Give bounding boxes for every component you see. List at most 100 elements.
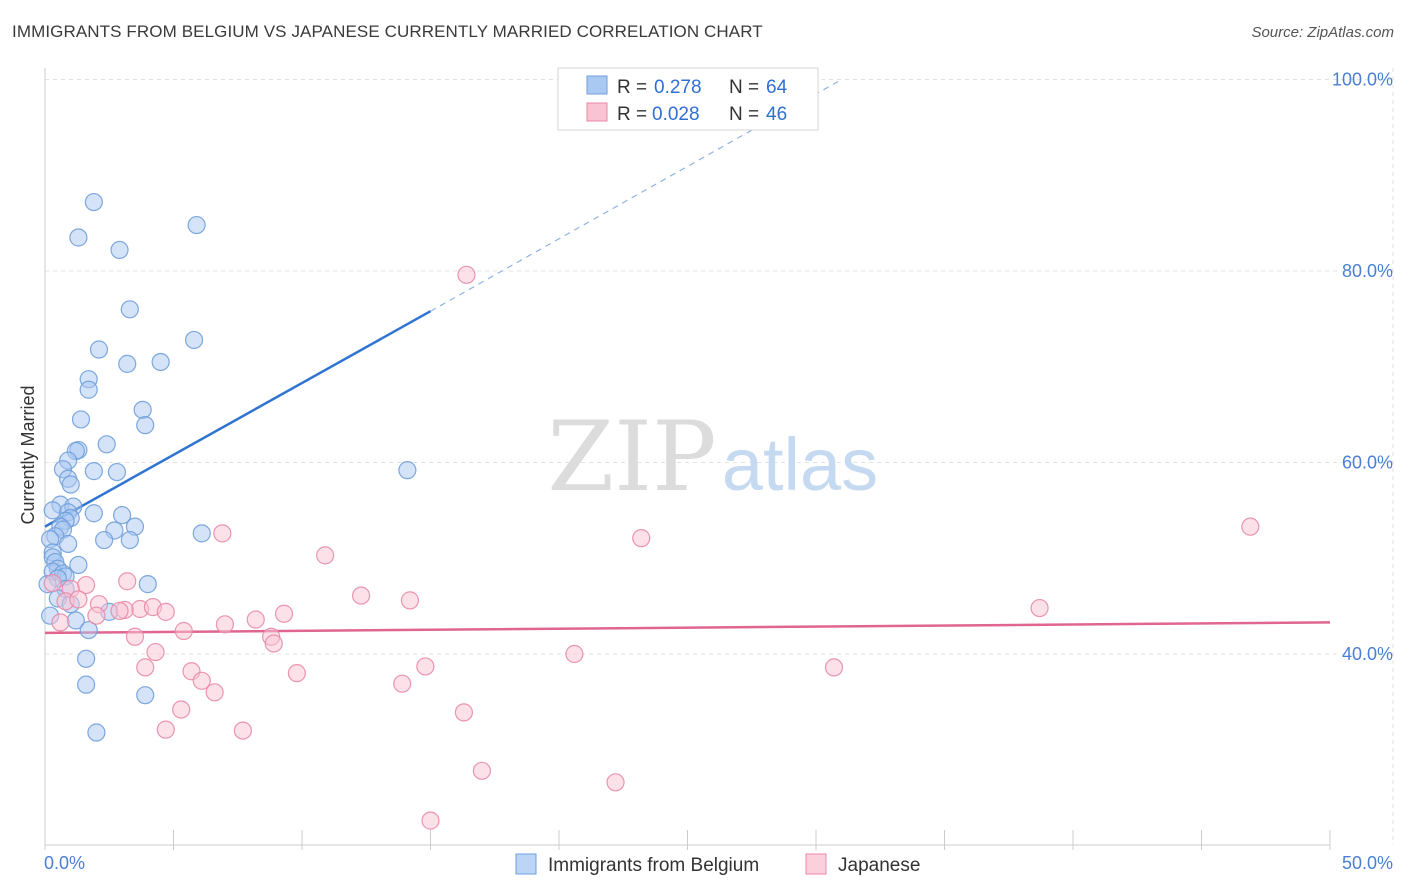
data-point-japanese bbox=[1241, 517, 1260, 536]
data-point-japanese bbox=[110, 601, 129, 621]
data-point-belgium bbox=[184, 330, 204, 350]
data-point-japanese bbox=[43, 574, 62, 593]
data-point-japanese bbox=[632, 529, 651, 548]
data-point-japanese bbox=[174, 621, 193, 641]
data-point-belgium bbox=[112, 506, 132, 525]
data-point-belgium bbox=[107, 462, 127, 482]
data-point-belgium bbox=[187, 215, 206, 235]
data-point-japanese bbox=[316, 546, 335, 565]
data-point-japanese bbox=[69, 590, 88, 609]
series-legend: Immigrants from Belgium Japanese bbox=[515, 853, 920, 876]
data-point-belgium bbox=[77, 675, 96, 694]
legend-swatch-belgium bbox=[515, 853, 537, 875]
data-point-belgium bbox=[118, 354, 137, 373]
legend-r-value-japanese: 0.028 bbox=[652, 104, 700, 125]
data-point-japanese bbox=[606, 773, 625, 792]
data-point-japanese bbox=[457, 265, 476, 284]
data-point-japanese bbox=[156, 602, 175, 621]
grid-lines bbox=[45, 68, 1394, 845]
data-point-japanese bbox=[125, 627, 145, 646]
data-point-belgium bbox=[77, 649, 96, 668]
data-point-belgium bbox=[120, 530, 139, 550]
y-axis-title: Currently Married bbox=[18, 385, 38, 524]
correlation-legend: R = 0.278 N = 64 R = 0.028 N = 46 bbox=[557, 67, 819, 131]
chart-title: IMMIGRANTS FROM BELGIUM VS JAPANESE CURR… bbox=[12, 22, 763, 41]
source-label: Source: ZipAtlas.com bbox=[1251, 24, 1394, 41]
legend-n-value-belgium: 64 bbox=[766, 77, 788, 98]
y-tick-label: 60.0% bbox=[1342, 453, 1393, 473]
legend-n-label: N = bbox=[729, 77, 759, 98]
data-point-japanese bbox=[205, 683, 224, 702]
data-point-japanese bbox=[213, 524, 232, 543]
data-points bbox=[38, 192, 1260, 830]
trend-line-japanese bbox=[44, 621, 1331, 635]
data-point-japanese bbox=[233, 721, 252, 740]
data-point-japanese bbox=[416, 657, 435, 676]
watermark: ZIP atlas bbox=[547, 401, 878, 513]
data-point-japanese bbox=[215, 615, 234, 634]
data-point-japanese bbox=[118, 572, 137, 591]
data-point-belgium bbox=[69, 228, 88, 247]
data-point-japanese bbox=[287, 664, 306, 683]
y-tick-label: 100.0% bbox=[1332, 70, 1393, 90]
legend-r-label: R = bbox=[617, 104, 647, 125]
data-point-belgium bbox=[69, 555, 88, 575]
legend-n-label: N = bbox=[729, 104, 759, 125]
data-point-japanese bbox=[156, 720, 175, 739]
data-point-japanese bbox=[274, 604, 294, 623]
watermark-zip: ZIP bbox=[547, 401, 716, 513]
legend-n-value-japanese: 46 bbox=[766, 104, 787, 125]
data-point-belgium bbox=[95, 530, 114, 550]
data-point-belgium bbox=[89, 340, 109, 359]
data-point-belgium bbox=[84, 462, 103, 481]
trend-line-belgium-extension bbox=[430, 78, 842, 312]
data-point-japanese bbox=[246, 610, 265, 629]
data-point-belgium bbox=[192, 524, 211, 543]
legend-label-belgium: Immigrants from Belgium bbox=[548, 855, 759, 876]
data-point-japanese bbox=[352, 586, 371, 605]
watermark-atlas: atlas bbox=[722, 423, 878, 506]
legend-swatch-japanese bbox=[805, 853, 827, 875]
data-point-belgium bbox=[136, 686, 155, 705]
data-point-japanese bbox=[264, 634, 283, 653]
x-tick-label: 0.0% bbox=[44, 853, 85, 873]
data-point-japanese bbox=[136, 658, 155, 677]
data-point-belgium bbox=[59, 534, 78, 553]
data-point-japanese bbox=[393, 674, 412, 693]
data-point-japanese bbox=[421, 811, 440, 830]
legend-swatch-japanese bbox=[586, 102, 608, 122]
data-point-japanese bbox=[565, 644, 584, 664]
data-point-japanese bbox=[472, 761, 491, 780]
data-point-japanese bbox=[454, 703, 474, 722]
y-tick-label: 80.0% bbox=[1342, 261, 1393, 281]
data-point-belgium bbox=[61, 475, 80, 494]
legend-r-label: R = bbox=[617, 77, 647, 98]
data-point-belgium bbox=[138, 575, 157, 594]
data-point-belgium bbox=[110, 240, 129, 260]
data-point-belgium bbox=[84, 192, 103, 212]
data-point-japanese bbox=[192, 671, 211, 690]
data-point-japanese bbox=[87, 606, 106, 625]
data-point-belgium bbox=[84, 504, 103, 523]
data-point-belgium bbox=[71, 410, 91, 429]
data-point-belgium bbox=[79, 380, 98, 399]
data-point-belgium bbox=[398, 461, 417, 480]
legend-r-value-belgium: 0.278 bbox=[654, 77, 702, 98]
data-point-belgium bbox=[97, 435, 116, 454]
data-point-belgium bbox=[151, 352, 170, 372]
data-point-japanese bbox=[1030, 598, 1049, 618]
trend-line-belgium bbox=[44, 310, 432, 528]
trend-lines bbox=[44, 78, 1331, 635]
data-point-belgium bbox=[87, 723, 106, 742]
data-point-belgium bbox=[79, 620, 98, 640]
legend-label-japanese: Japanese bbox=[838, 855, 920, 876]
data-point-japanese bbox=[172, 700, 191, 719]
tick-labels: 40.0% 60.0% 80.0% 100.0% 0.0% 50.0% bbox=[44, 70, 1393, 874]
y-tick-label: 40.0% bbox=[1342, 644, 1393, 664]
data-point-japanese bbox=[146, 642, 165, 662]
data-point-japanese bbox=[824, 658, 844, 677]
data-point-japanese bbox=[51, 613, 70, 632]
axes bbox=[44, 68, 1331, 850]
data-point-belgium bbox=[136, 416, 155, 435]
